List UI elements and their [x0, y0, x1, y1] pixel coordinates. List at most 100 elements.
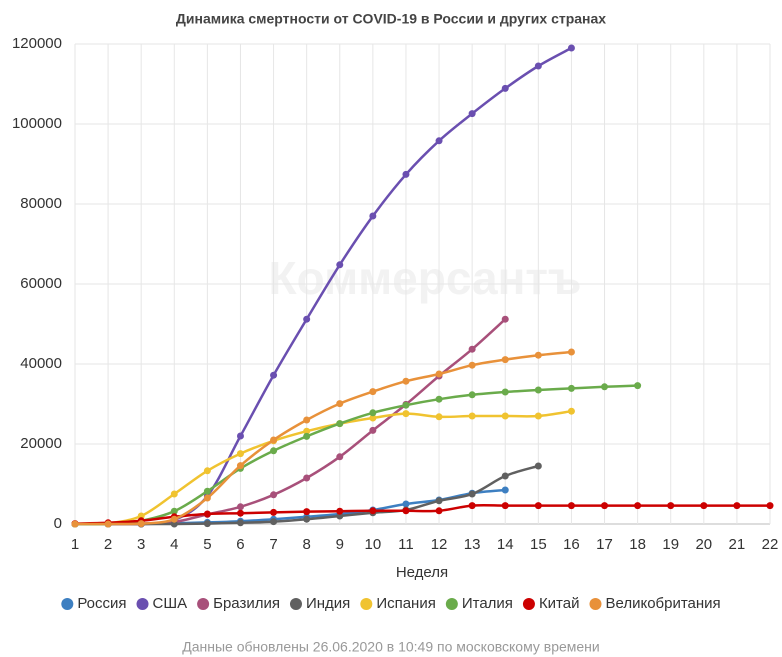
- series-line: [74, 350, 572, 526]
- data-point: [435, 137, 443, 145]
- y-tick-label: 40000: [20, 355, 62, 372]
- data-point: [402, 377, 410, 385]
- x-tick-label: 13: [464, 536, 481, 553]
- legend-marker: [360, 598, 373, 610]
- data-point: [203, 494, 211, 502]
- x-tick-label: 18: [629, 536, 646, 553]
- data-point: [71, 520, 79, 528]
- legend: Россия США Бразилия Индия Испания Италия Китай…: [61, 595, 721, 612]
- series-line: [75, 318, 507, 526]
- data-point: [369, 414, 377, 422]
- data-point: [501, 315, 509, 323]
- data-point: [236, 519, 244, 527]
- data-point: [468, 412, 476, 420]
- y-tick-label: 80000: [20, 195, 62, 212]
- data-point: [369, 426, 377, 434]
- legend-label: Испания: [376, 595, 436, 612]
- series-line: [74, 409, 572, 526]
- data-point: [468, 361, 476, 369]
- data-point: [534, 386, 542, 394]
- data-point: [303, 474, 311, 482]
- y-tick-label: 60000: [20, 275, 62, 292]
- data-point: [236, 432, 244, 440]
- data-point: [766, 502, 774, 510]
- chart-title: Динамика смертности от COVID-19 в России…: [176, 11, 606, 27]
- data-point: [303, 315, 311, 323]
- data-point: [435, 413, 443, 421]
- data-point: [468, 345, 476, 353]
- y-tick-label: 20000: [20, 435, 62, 452]
- data-point: [369, 409, 377, 417]
- x-tick-label: 15: [530, 536, 547, 553]
- data-point: [567, 407, 575, 415]
- x-tick-label: 9: [336, 536, 344, 553]
- data-point: [468, 110, 476, 118]
- x-tick-label: 3: [137, 536, 145, 553]
- data-point: [303, 515, 311, 523]
- data-point: [601, 383, 609, 391]
- data-point: [270, 508, 278, 516]
- data-point: [501, 472, 509, 480]
- data-point: [501, 356, 509, 364]
- data-point: [534, 412, 542, 420]
- x-tick-label: 8: [302, 536, 310, 553]
- data-point: [435, 370, 443, 378]
- legend-marker: [136, 598, 149, 610]
- x-tick-label: 11: [398, 536, 414, 553]
- legend-label: Бразилия: [213, 595, 280, 612]
- data-point: [567, 44, 575, 52]
- data-point: [501, 412, 509, 420]
- x-tick-label: 14: [497, 536, 514, 553]
- data-point: [336, 261, 344, 269]
- data-point: [203, 510, 211, 518]
- legend-label: США: [153, 595, 188, 612]
- data-point: [170, 507, 178, 515]
- series-line: [74, 503, 770, 525]
- data-point: [567, 502, 575, 510]
- data-point: [236, 503, 244, 511]
- x-tick-label: 20: [695, 536, 712, 553]
- data-point: [270, 491, 278, 499]
- data-point: [369, 212, 377, 220]
- data-point: [137, 520, 145, 528]
- data-point: [534, 462, 542, 470]
- data-point: [336, 400, 344, 408]
- data-point: [501, 486, 509, 494]
- x-tick-label: 17: [596, 536, 613, 553]
- data-point: [402, 507, 410, 515]
- x-tick-label: 19: [662, 536, 679, 553]
- legend-marker: [445, 598, 458, 610]
- data-point: [270, 436, 278, 444]
- data-point: [402, 170, 410, 178]
- data-point: [468, 490, 476, 498]
- y-tick-label: 120000: [12, 35, 62, 52]
- data-point: [236, 509, 244, 517]
- x-tick-label: 5: [203, 536, 211, 553]
- data-point: [634, 502, 642, 510]
- data-point: [468, 502, 476, 510]
- data-point: [303, 427, 311, 435]
- data-point: [303, 432, 311, 440]
- data-point: [667, 502, 675, 510]
- data-point: [435, 507, 443, 515]
- legend-label: Италия: [462, 595, 513, 612]
- data-point: [402, 410, 410, 418]
- x-axis-label: Неделя: [396, 564, 448, 581]
- y-tick-label: 100000: [12, 115, 62, 132]
- data-point: [203, 467, 211, 475]
- data-point: [501, 84, 509, 92]
- data-point: [203, 520, 211, 528]
- data-point: [567, 384, 575, 392]
- data-point: [700, 502, 708, 510]
- data-point: [137, 512, 145, 520]
- data-point: [336, 453, 344, 461]
- data-point: [733, 502, 741, 510]
- data-point: [369, 507, 377, 515]
- footnote: Данные обновлены 26.06.2020 в 10:49 по м…: [182, 639, 599, 655]
- data-point: [601, 502, 609, 510]
- data-point: [634, 382, 642, 390]
- watermark: Коммерсантъ: [269, 252, 582, 304]
- x-tick-label: 4: [170, 536, 178, 553]
- data-point: [369, 388, 377, 396]
